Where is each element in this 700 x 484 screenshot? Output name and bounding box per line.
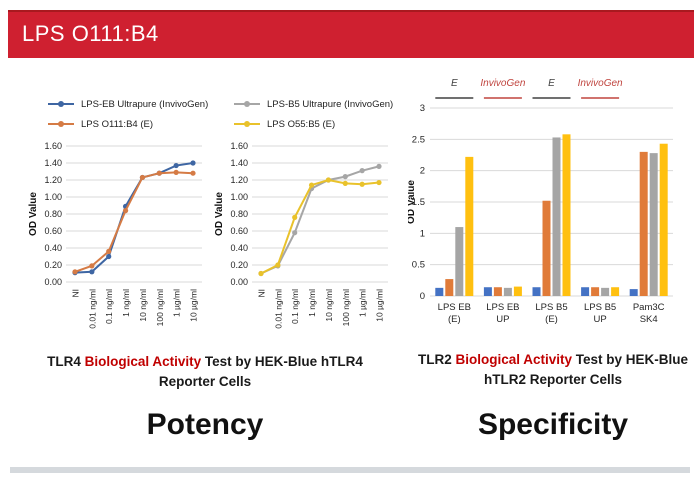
svg-text:(E): (E): [448, 314, 461, 325]
svg-text:OD Value: OD Value: [28, 192, 39, 236]
svg-text:UP: UP: [496, 314, 509, 325]
bottom-divider: [10, 467, 690, 473]
chart2-legend: LPS-B5 Ultrapure (InvivoGen) LPS O55:B5 …: [234, 94, 396, 134]
svg-text:1 ng/ml: 1 ng/ml: [307, 289, 317, 317]
svg-text:0.40: 0.40: [230, 243, 248, 253]
svg-text:0.80: 0.80: [230, 209, 248, 219]
svg-text:0.20: 0.20: [44, 260, 62, 270]
caption-text: Test by HEK-Blue hTLR2 Reporter Cells: [483, 352, 689, 388]
legend-label: LPS O55:B5 (E): [267, 118, 336, 130]
line-marker-swatch: [234, 100, 260, 108]
svg-text:0.20: 0.20: [230, 260, 248, 270]
line-marker-swatch: [48, 100, 74, 108]
svg-text:NI: NI: [257, 289, 267, 298]
svg-text:3: 3: [420, 103, 425, 114]
potency-label: Potency: [146, 408, 264, 441]
tlr4-chart-lps-b5: LPS-B5 Ultrapure (InvivoGen) LPS O55:B5 …: [212, 94, 396, 342]
tlr4-chart-lps-eb: LPS-EB Ultrapure (InvivoGen) LPS O111:B4…: [26, 94, 210, 342]
svg-text:1 µg/ml: 1 µg/ml: [172, 289, 182, 317]
svg-text:0.1 ng/ml: 0.1 ng/ml: [290, 289, 300, 324]
svg-text:E: E: [548, 78, 555, 89]
svg-text:1.20: 1.20: [230, 175, 248, 185]
svg-text:NI: NI: [71, 289, 81, 298]
svg-text:1.00: 1.00: [44, 192, 62, 202]
chart1-legend: LPS-EB Ultrapure (InvivoGen) LPS O111:B4…: [48, 94, 210, 134]
svg-text:0.5: 0.5: [412, 260, 425, 271]
legend-item: LPS-B5 Ultrapure (InvivoGen): [234, 94, 396, 114]
line-marker-swatch: [234, 120, 260, 128]
page-title: LPS O111:B4: [22, 21, 159, 46]
legend-item: LPS O111:B4 (E): [48, 114, 210, 134]
svg-text:0: 0: [420, 291, 425, 302]
svg-text:1.40: 1.40: [44, 158, 62, 168]
svg-text:Pam3C: Pam3C: [633, 302, 665, 313]
svg-text:1: 1: [420, 228, 425, 239]
svg-text:LPS EB: LPS EB: [438, 302, 471, 313]
svg-text:LPS B5: LPS B5: [584, 302, 616, 313]
svg-text:0.40: 0.40: [44, 243, 62, 253]
legend-label: LPS-EB Ultrapure (InvivoGen): [81, 98, 209, 110]
svg-text:100 ng/ml: 100 ng/ml: [155, 289, 165, 326]
svg-text:E: E: [451, 78, 458, 89]
svg-text:0.01 ng/ml: 0.01 ng/ml: [273, 289, 283, 329]
svg-text:0.00: 0.00: [44, 277, 62, 287]
svg-text:1.60: 1.60: [230, 141, 248, 151]
svg-text:0.60: 0.60: [44, 226, 62, 236]
legend-item: LPS-EB Ultrapure (InvivoGen): [48, 94, 210, 114]
svg-text:1.00: 1.00: [230, 192, 248, 202]
tlr2-caption: TLR2 Biological Activity Test by HEK-Blu…: [417, 350, 689, 391]
svg-text:InvivoGen: InvivoGen: [480, 78, 525, 89]
svg-text:1.20: 1.20: [44, 175, 62, 185]
legend-label: LPS O111:B4 (E): [81, 118, 153, 130]
svg-text:2.5: 2.5: [412, 134, 425, 145]
svg-text:1 µg/ml: 1 µg/ml: [358, 289, 368, 317]
svg-text:10 ng/ml: 10 ng/ml: [324, 289, 334, 322]
svg-text:LPS EB: LPS EB: [486, 302, 519, 313]
caption-text: TLR2: [417, 352, 456, 367]
svg-text:0.60: 0.60: [230, 226, 248, 236]
legend-label: LPS-B5 Ultrapure (InvivoGen): [267, 98, 394, 110]
svg-text:1.60: 1.60: [44, 141, 62, 151]
svg-text:UP: UP: [593, 314, 606, 325]
svg-text:1.40: 1.40: [230, 158, 248, 168]
svg-text:10 µg/ml: 10 µg/ml: [189, 289, 199, 322]
tlr2-bar-chart: 0 0.5 1 1.5 2 2.5 3 E InvivoGen E InvivoGen LPS EB(…: [406, 70, 696, 341]
line-chart-svg: 0.00 0.20 0.40 0.60 0.80 1.00 1.20 1.40 1.60 NI 0.…: [214, 141, 388, 329]
caption-text: TLR4: [47, 354, 85, 369]
svg-text:1 ng/ml: 1 ng/ml: [121, 289, 131, 317]
svg-text:OD Value: OD Value: [408, 180, 417, 224]
svg-text:10 µg/ml: 10 µg/ml: [375, 289, 385, 322]
svg-text:0.1 ng/ml: 0.1 ng/ml: [104, 289, 114, 324]
svg-text:OD Value: OD Value: [214, 192, 225, 236]
header-banner: LPS O111:B4: [8, 10, 694, 58]
caption-highlight: Biological Activity: [455, 352, 573, 367]
line-chart-svg: 0.00 0.20 0.40 0.60 0.80 1.00 1.20 1.40 1.60 NI 0.…: [28, 141, 202, 329]
svg-text:LPS B5: LPS B5: [535, 302, 567, 313]
tlr4-caption: TLR4 Biological Activity Test by HEK-Blu…: [45, 352, 365, 393]
caption-highlight: Biological Activity: [84, 354, 202, 369]
svg-text:2: 2: [420, 166, 425, 177]
svg-text:SK4: SK4: [640, 314, 658, 325]
svg-text:0.00: 0.00: [230, 277, 248, 287]
svg-text:100 ng/ml: 100 ng/ml: [341, 289, 351, 326]
svg-text:10 ng/ml: 10 ng/ml: [138, 289, 148, 322]
line-marker-swatch: [48, 120, 74, 128]
svg-text:0.80: 0.80: [44, 209, 62, 219]
svg-text:InvivoGen: InvivoGen: [578, 78, 623, 89]
svg-text:(E): (E): [545, 314, 558, 325]
legend-item: LPS O55:B5 (E): [234, 114, 396, 134]
caption-text: Test by HEK-Blue hTLR4 Reporter Cells: [158, 354, 363, 390]
svg-text:0.01 ng/ml: 0.01 ng/ml: [87, 289, 97, 329]
svg-text:1.5: 1.5: [412, 197, 425, 208]
specificity-label: Specificity: [477, 408, 629, 441]
